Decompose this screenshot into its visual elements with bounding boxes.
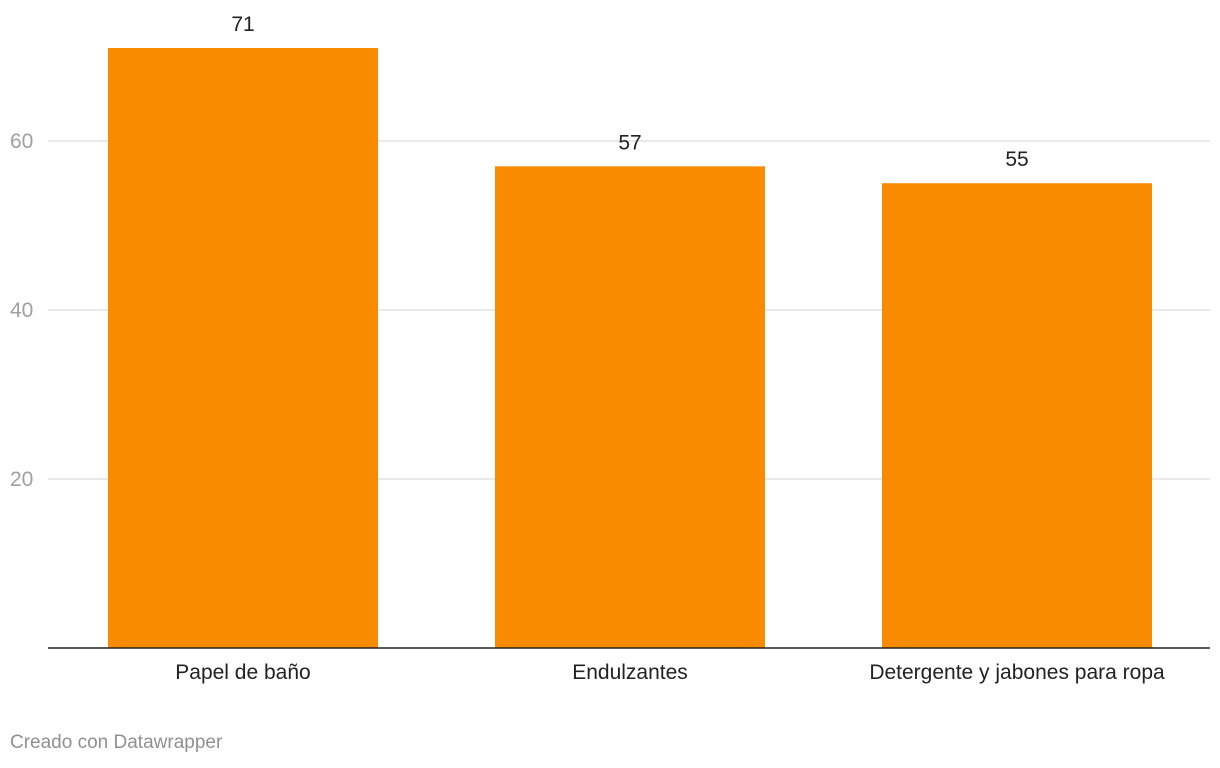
bar-2 [495,166,765,648]
y-tick-label-60: 60 [10,130,33,153]
bar-1 [108,48,378,648]
x-tick-label-3: Detergente y jabones para ropa [869,661,1165,684]
axes: Papel de baño Endulzantes Detergente y jab… [48,647,1210,684]
footer-credit: Creado con Datawrapper [10,732,223,753]
data-label-2: 57 [618,131,641,154]
y-tick-label-40: 40 [10,299,33,322]
data-label-1: 71 [231,13,254,36]
x-tick-label-1: Papel de baño [175,661,310,684]
data-label-3: 55 [1005,148,1028,171]
bars [108,48,1152,648]
x-tick-label-2: Endulzantes [572,661,688,684]
data-labels: 71 57 55 [231,13,1028,171]
bar-3 [882,183,1152,648]
y-tick-label-20: 20 [10,468,33,491]
